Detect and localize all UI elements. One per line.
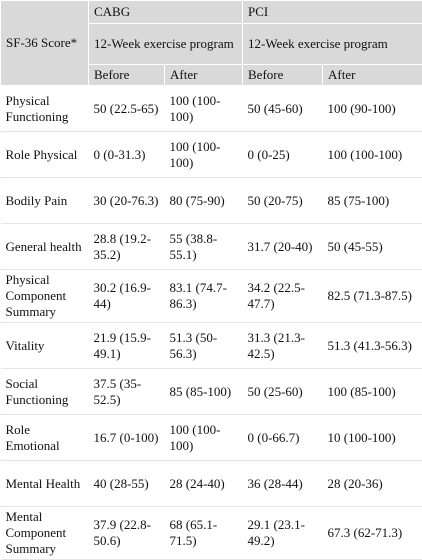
cell: 82.5 (71.3-87.5) [323, 270, 422, 323]
row-label: Vitality [1, 323, 89, 369]
cell: 85 (85-100) [165, 369, 243, 415]
cell: 36 (28-44) [243, 461, 323, 507]
cell: 100 (85-100) [323, 369, 422, 415]
sub-header: After [165, 65, 243, 86]
cell: 30.2 (16.9-44) [89, 270, 165, 323]
row-label: Role Physical [1, 132, 89, 178]
row-label: Mental Component Summary [1, 507, 89, 560]
cell: 100 (100-100) [165, 415, 243, 461]
cell: 51.3 (41.3-56.3) [323, 323, 422, 369]
cell: 28 (20-36) [323, 461, 422, 507]
row-label: Role Emotional [1, 415, 89, 461]
cell: 50 (45-55) [323, 224, 422, 270]
row-label: Mental Health [1, 461, 89, 507]
cell: 28 (24-40) [165, 461, 243, 507]
corner-header: SF-36 Score* [1, 1, 89, 86]
cell: 67.3 (62-71.3) [323, 507, 422, 560]
cell: 50 (45-60) [243, 86, 323, 132]
cell: 55 (38.8-55.1) [165, 224, 243, 270]
row-label: Physical Functioning [1, 86, 89, 132]
cell: 80 (75-90) [165, 178, 243, 224]
cell: 31.3 (21.3-42.5) [243, 323, 323, 369]
group-header: CABG [89, 1, 243, 24]
cell: 29.1 (23.1-49.2) [243, 507, 323, 560]
sub-header: Before [89, 65, 165, 86]
cell: 0 (0-25) [243, 132, 323, 178]
sub-header: Before [243, 65, 323, 86]
sub-header: After [323, 65, 422, 86]
cell: 10 (100-100) [323, 415, 422, 461]
program-header: 12-Week exercise program [89, 24, 243, 65]
cell: 37.5 (35-52.5) [89, 369, 165, 415]
cell: 100 (90-100) [323, 86, 422, 132]
cell: 51.3 (50-56.3) [165, 323, 243, 369]
cell: 28.8 (19.2-35.2) [89, 224, 165, 270]
cell: 68 (65.1-71.5) [165, 507, 243, 560]
cell: 30 (20-76.3) [89, 178, 165, 224]
cell: 21.9 (15.9-49.1) [89, 323, 165, 369]
row-label: Social Functioning [1, 369, 89, 415]
group-header: PCI [243, 1, 422, 24]
cell: 37.9 (22.8-50.6) [89, 507, 165, 560]
row-label: General health [1, 224, 89, 270]
cell: 100 (100-100) [165, 86, 243, 132]
cell: 31.7 (20-40) [243, 224, 323, 270]
cell: 16.7 (0-100) [89, 415, 165, 461]
row-label: Bodily Pain [1, 178, 89, 224]
cell: 34.2 (22.5-47.7) [243, 270, 323, 323]
row-label: Physical Component Summary [1, 270, 89, 323]
cell: 0 (0-66.7) [243, 415, 323, 461]
cell: 100 (100-100) [323, 132, 422, 178]
cell: 40 (28-55) [89, 461, 165, 507]
cell: 50 (20-75) [243, 178, 323, 224]
cell: 0 (0-31.3) [89, 132, 165, 178]
header-row: SF-36 Score* CABG PCI [1, 1, 422, 24]
cell: 83.1 (74.7-86.3) [165, 270, 243, 323]
program-header: 12-Week exercise program [243, 24, 422, 65]
cell: 85 (75-100) [323, 178, 422, 224]
cell: 100 (100-100) [165, 132, 243, 178]
cell: 50 (25-60) [243, 369, 323, 415]
cell: 50 (22.5-65) [89, 86, 165, 132]
